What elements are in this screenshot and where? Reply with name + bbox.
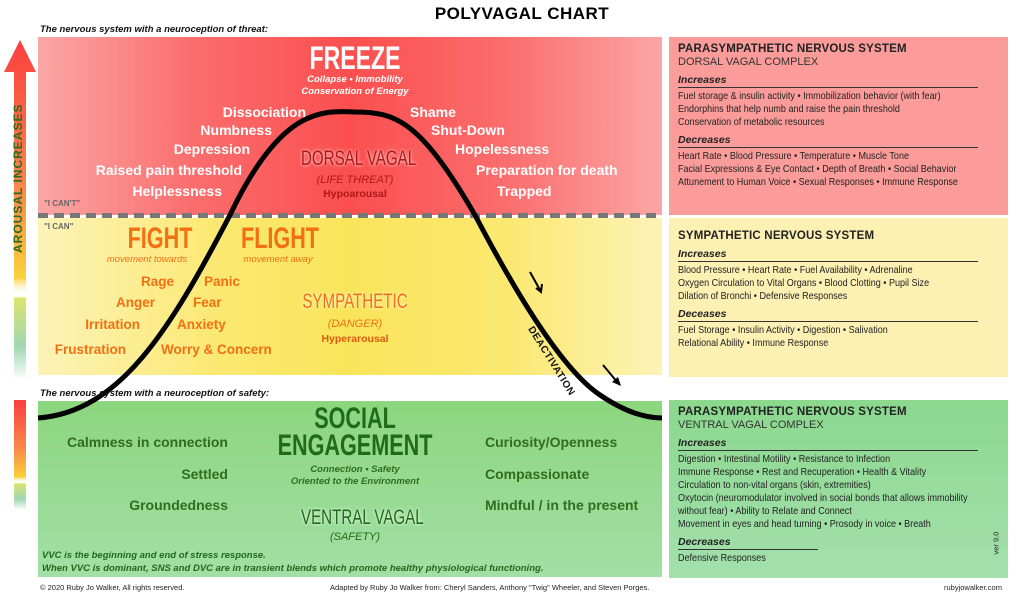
freeze-zone bbox=[38, 37, 662, 215]
freeze-item: Shame bbox=[410, 104, 456, 120]
freeze-item: Dissociation bbox=[222, 104, 306, 120]
danger-label: (DANGER) bbox=[327, 318, 383, 330]
freeze-item: Depression bbox=[173, 141, 250, 157]
decrease-line: Fuel Storage • Insulin Activity • Digest… bbox=[678, 324, 888, 336]
threshold-divider bbox=[38, 213, 662, 218]
panel-subtitle: DORSAL VAGAL COMPLEX bbox=[678, 56, 819, 68]
freeze-item: Preparation for death bbox=[476, 162, 618, 178]
fight-item: Frustration bbox=[54, 342, 126, 357]
website: rubyjowalker.com bbox=[944, 583, 1002, 592]
increase-line: Conservation of metabolic resources bbox=[678, 116, 825, 128]
increase-line: Oxygen Circulation to Vital Organs • Blo… bbox=[678, 277, 930, 289]
ventral-vagal-panel: PARASYMPATHETIC NERVOUS SYSTEM VENTRAL V… bbox=[669, 400, 1008, 578]
decreases-heading: Deceases bbox=[678, 308, 978, 322]
fight-item: Anger bbox=[115, 295, 155, 310]
flight-title: FLIGHT bbox=[241, 222, 319, 255]
life-threat-label: (LIFE THREAT) bbox=[316, 174, 394, 186]
hypoarousal-label: Hypoarousal bbox=[323, 188, 387, 200]
social-title: SOCIAL bbox=[314, 402, 396, 435]
increases-heading: Increases bbox=[678, 248, 978, 262]
vvc-note-2: When VVC is dominant, SNS and DVC are in… bbox=[42, 563, 544, 574]
freeze-item: Shut-Down bbox=[431, 122, 505, 138]
freeze-item: Raised pain threshold bbox=[95, 162, 242, 178]
increases-heading: Increases bbox=[678, 74, 978, 88]
social-engagement-zone bbox=[38, 401, 662, 577]
social-item: Mindful / in the present bbox=[485, 497, 639, 513]
freeze-title: FREEZE bbox=[309, 40, 401, 76]
social-item: Calmness in connection bbox=[66, 434, 228, 450]
hyperarousal-label: Hyperarousal bbox=[321, 333, 389, 345]
freeze-item: Numbness bbox=[200, 122, 272, 138]
freeze-item: Trapped bbox=[497, 183, 552, 199]
decrease-line: Relational Ability • Immune Response bbox=[678, 337, 829, 349]
ventral-vagal-label: VENTRAL VAGAL bbox=[301, 506, 424, 529]
panel-subtitle: VENTRAL VAGAL COMPLEX bbox=[678, 419, 824, 431]
increase-line: without fear) • Ability to Relate and Co… bbox=[678, 505, 852, 517]
flight-item: Fear bbox=[193, 295, 222, 310]
social-item: Groundedness bbox=[129, 497, 228, 513]
social-item: Settled bbox=[181, 466, 228, 482]
increase-line: Oxytocin (neuromodulator involved in soc… bbox=[678, 492, 968, 504]
panel-title: PARASYMPATHETIC NERVOUS SYSTEM bbox=[678, 406, 907, 418]
social-sub2: Oriented to the Environment bbox=[290, 476, 420, 487]
flight-sub: movement away bbox=[243, 254, 313, 265]
social-sub1: Connection • Safety bbox=[310, 464, 400, 475]
flight-item: Panic bbox=[204, 274, 241, 289]
threat-caption: The nervous system with a neuroception o… bbox=[40, 24, 269, 35]
dorsal-vagal-panel: PARASYMPATHETIC NERVOUS SYSTEM DORSAL VA… bbox=[669, 37, 1008, 215]
freeze-sub2: Conservation of Energy bbox=[301, 86, 409, 97]
increases-heading: Increases bbox=[678, 437, 978, 451]
increase-line: Circulation to non-vital organs (skin, e… bbox=[678, 479, 871, 491]
freeze-item: Helplessness bbox=[132, 183, 223, 199]
chart-title: POLYVAGAL CHART bbox=[434, 4, 610, 23]
decrease-line: Facial Expressions & Eye Contact • Depth… bbox=[678, 163, 957, 175]
decreases-heading: Decreases bbox=[678, 536, 818, 550]
increase-line: Fuel storage & insulin activity • Immobi… bbox=[678, 90, 941, 102]
panel-title: SYMPATHETIC NERVOUS SYSTEM bbox=[678, 230, 875, 242]
flight-item: Worry & Concern bbox=[161, 342, 272, 357]
fight-sub: movement towards bbox=[106, 254, 188, 265]
i-cant-label: "I CAN'T" bbox=[44, 199, 81, 208]
fight-item: Irritation bbox=[85, 317, 140, 332]
safety-label: (SAFETY) bbox=[329, 531, 381, 543]
vvc-note-1: VVC is the beginning and end of stress r… bbox=[42, 550, 266, 561]
decreases-heading: Decreases bbox=[678, 134, 978, 148]
version-label: ver 9.0 bbox=[991, 531, 1001, 555]
copyright: © 2020 Ruby Jo Walker, All rights reserv… bbox=[40, 583, 185, 592]
adapted-credit: Adapted by Ruby Jo Walker from: Cheryl S… bbox=[330, 583, 650, 592]
flight-item: Anxiety bbox=[177, 317, 226, 332]
i-can-label: "I CAN" bbox=[44, 222, 74, 231]
deactivation-arrow-top-icon bbox=[529, 271, 543, 294]
decrease-line: Heart Rate • Blood Pressure • Temperatur… bbox=[678, 150, 910, 162]
increase-line: Dilation of Bronchi • Defensive Response… bbox=[678, 290, 848, 302]
increase-line: Movement in eyes and head turning • Pros… bbox=[678, 518, 931, 530]
increase-line: Digestion • Intestinal Motility • Resist… bbox=[678, 453, 891, 465]
increase-line: Blood Pressure • Heart Rate • Fuel Avail… bbox=[678, 264, 913, 276]
sympathetic-label: SYMPATHETIC bbox=[302, 290, 408, 313]
dorsal-vagal-label: DORSAL VAGAL bbox=[301, 147, 417, 170]
increase-line: Immune Response • Rest and Recuperation … bbox=[678, 466, 927, 478]
decrease-line: Attunement to Human Voice • Sexual Respo… bbox=[678, 176, 958, 188]
safety-caption: The nervous system with a neuroception o… bbox=[40, 388, 270, 399]
increase-line: Endorphins that help numb and raise the … bbox=[678, 103, 900, 115]
sympathetic-panel: SYMPATHETIC NERVOUS SYSTEM Increases Blo… bbox=[669, 218, 1008, 377]
social-item: Compassionate bbox=[485, 466, 590, 482]
freeze-sub1: Collapse • Immobility bbox=[307, 74, 403, 85]
freeze-item: Hopelessness bbox=[455, 141, 550, 157]
social-item: Curiosity/Openness bbox=[485, 434, 618, 450]
fight-title: FIGHT bbox=[127, 222, 193, 255]
decrease-line: Defensive Responses bbox=[678, 552, 766, 564]
engagement-title: ENGAGEMENT bbox=[277, 429, 433, 462]
panel-title: PARASYMPATHETIC NERVOUS SYSTEM bbox=[678, 43, 907, 55]
arousal-arrow-icon bbox=[4, 40, 36, 510]
fight-item: Rage bbox=[140, 274, 174, 289]
deactivation-arrow-icon bbox=[612, 377, 621, 386]
